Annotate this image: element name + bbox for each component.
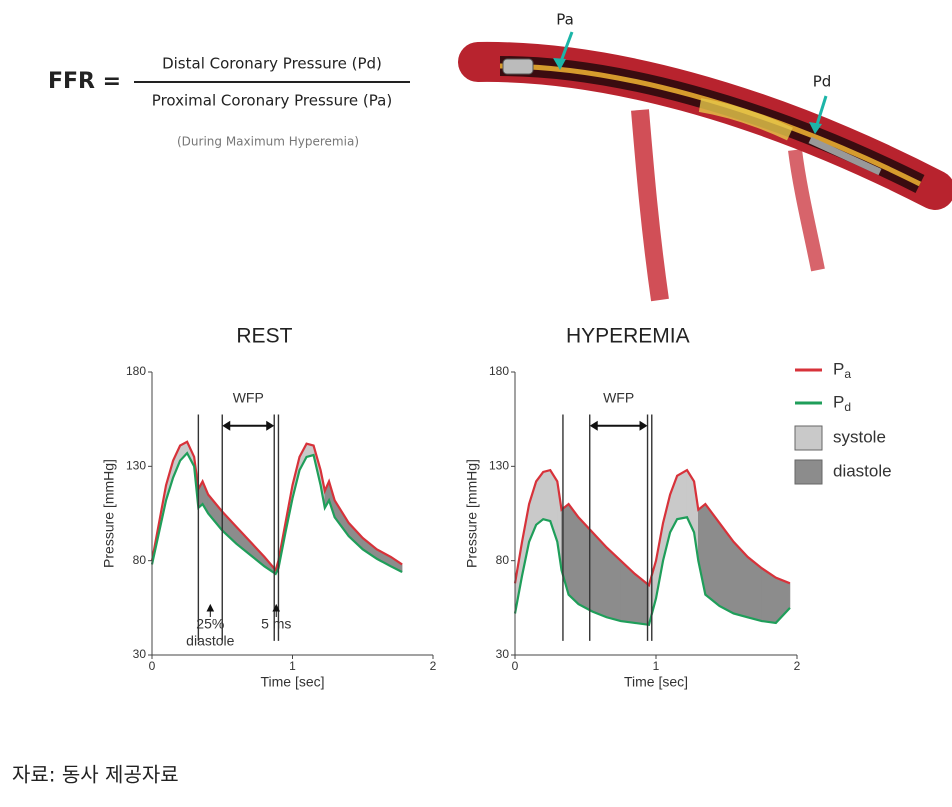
formula-lhs: FFR =: [48, 69, 121, 94]
y-tick-label: 130: [126, 459, 146, 473]
pressure-gap: [634, 573, 650, 626]
y-tick-label: 180: [126, 364, 146, 378]
annotation: 25%: [196, 616, 224, 632]
x-axis-label: Time [sec]: [260, 674, 324, 690]
pressure-gap: [676, 469, 688, 520]
x-tick-label: 1: [653, 659, 660, 673]
pressure-gap: [542, 469, 551, 522]
legend-label: Pa: [833, 359, 851, 381]
pressure-gap: [221, 510, 237, 545]
y-tick-label: 80: [133, 553, 147, 567]
pressure-line: [513, 468, 791, 588]
x-axis-label: Time [sec]: [624, 674, 688, 690]
chart-title: HYPEREMIA: [566, 325, 690, 348]
legend-swatch: [794, 425, 823, 451]
pressure-line: [150, 440, 403, 573]
y-tick-label: 30: [496, 647, 510, 661]
x-tick-label: 1: [289, 659, 296, 673]
source: 자료: 동사 제공자료: [12, 763, 179, 787]
wfp-label: WFP: [233, 389, 264, 405]
pressure-gap: [719, 522, 734, 614]
wfp-label: WFP: [603, 389, 634, 405]
legend-label: diastole: [833, 461, 892, 480]
pressure-gap: [207, 493, 223, 532]
x-tick-label: 0: [512, 659, 519, 673]
pressure-gap: [620, 559, 636, 624]
legend-label: Pd: [833, 392, 851, 414]
y-tick-label: 130: [489, 459, 509, 473]
y-axis-label: Pressure [mmHg]: [464, 459, 480, 568]
legend-label: systole: [833, 427, 886, 446]
formula-denominator: Proximal Coronary Pressure (Pa): [152, 92, 392, 110]
legend-swatch: [794, 459, 823, 485]
x-tick-label: 2: [430, 659, 437, 673]
pressure-gap: [568, 503, 579, 605]
pressure-line: [513, 516, 791, 627]
annotation-arrow: [206, 603, 215, 617]
pa-label: Pa: [556, 11, 574, 29]
y-tick-label: 30: [133, 647, 147, 661]
x-tick-label: 2: [794, 659, 801, 673]
x-tick-label: 0: [149, 659, 156, 673]
formula-numerator: Distal Coronary Pressure (Pd): [162, 55, 382, 73]
annotation: 5 ms: [261, 616, 291, 632]
pd-label: Pd: [813, 73, 832, 91]
vessel-illustration: [458, 31, 952, 302]
y-axis-label: Pressure [mmHg]: [101, 459, 117, 568]
y-tick-label: 80: [496, 553, 510, 567]
y-tick-label: 180: [489, 364, 509, 378]
pressure-line: [150, 451, 403, 576]
chart-title: REST: [236, 325, 292, 348]
annotation-arrow: [272, 603, 281, 617]
annotation: diastole: [186, 633, 234, 649]
formula-note: (During Maximum Hyperemia): [177, 135, 359, 149]
